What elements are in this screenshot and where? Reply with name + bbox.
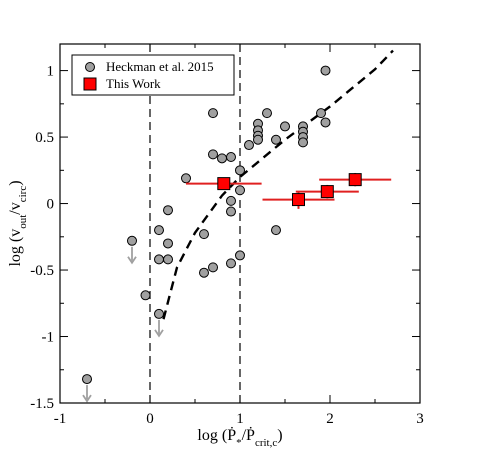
heckman-point [226,258,236,269]
heckman-point [226,152,236,163]
heckman-point [262,108,272,119]
heckman-point [154,254,164,265]
this-work-point [217,177,231,191]
axis-title-part: * [236,437,242,449]
heckman-point [235,165,245,176]
heckman-point [320,65,331,76]
axis-title-part: out [17,215,29,229]
heckman-point [271,225,281,236]
axis-title-part: log (v [7,229,24,267]
heckman-point [298,137,308,148]
heckman-point [316,108,326,119]
upper-limit-arrow-head [154,329,164,338]
heckman-point [82,374,92,385]
upper-limit-arrow-head [127,256,137,265]
y-tick-label: -1 [42,330,55,346]
legend-circle-marker [85,62,95,72]
axis-title-part: ) [7,180,24,185]
x-tick-label: 1 [236,411,244,427]
reference-lines [149,44,241,403]
heckman-series [82,65,331,385]
heckman-point [199,267,209,278]
heckman-point [208,262,218,273]
model-curve-layer [162,49,394,320]
upper-limit-arrows [82,246,164,403]
heckman-point [320,117,331,128]
heckman-point [235,185,245,196]
this-work-point [292,193,305,207]
axis-title-part: / [242,427,247,444]
upper-limit-arrow-head [82,394,92,403]
axis-title-part: Ṗ [227,426,236,444]
legend-label: Heckman et al. 2015 [106,59,214,74]
heckman-point [208,149,218,160]
axis-title-part: /v [7,202,24,214]
y-tick-label: -0.5 [30,263,54,279]
heckman-point [154,225,164,236]
heckman-point [217,153,227,164]
heckman-point [280,121,290,132]
heckman-point [199,229,209,240]
this-work-point [348,173,362,187]
heckman-point [271,134,281,145]
legend: Heckman et al. 2015 This Work [71,54,235,96]
axis-title-part: Ṗ [246,426,255,444]
y-axis-title: log (vout/vcirc) [7,180,29,266]
heckman-point [163,254,173,265]
heckman-point [226,195,236,206]
heckman-point [235,250,245,261]
heckman-point [163,205,173,216]
legend-box [71,54,235,96]
y-tick-label: 0 [47,197,55,213]
heckman-point [208,108,218,119]
y-tick-label: 0.5 [35,130,54,146]
heckman-point [154,308,164,319]
heckman-point [127,235,137,246]
x-tick-label: 0 [146,411,154,427]
y-tick-label: 1 [47,64,55,80]
axis-title-part: ) [277,427,282,444]
y-tick-label: -1.5 [30,396,54,412]
this-work-point [320,185,334,199]
heckman-point [253,134,263,145]
heckman-point [226,206,236,217]
heckman-point [181,173,191,184]
heckman-point [244,140,254,151]
x-tick-label: -1 [54,411,67,427]
axis-title-part: log ( [197,427,227,444]
heckman-point [163,238,173,249]
x-axis-title: log (Ṗ*/Ṗcrit,c) [197,426,282,449]
axis-title-part: crit,c [255,437,277,449]
heckman-point [140,290,151,301]
dashed-model-curve [162,49,394,320]
x-tick-label: 3 [416,411,424,427]
axis-title-part: circ [17,186,29,203]
x-tick-label: 2 [326,411,334,427]
axis-ticks: -1 0 1 2 3-1.5-1-0.500.51 [30,44,424,427]
this-work-series [186,172,392,209]
legend-square-marker [83,77,97,91]
legend-label: This Work [106,76,161,91]
